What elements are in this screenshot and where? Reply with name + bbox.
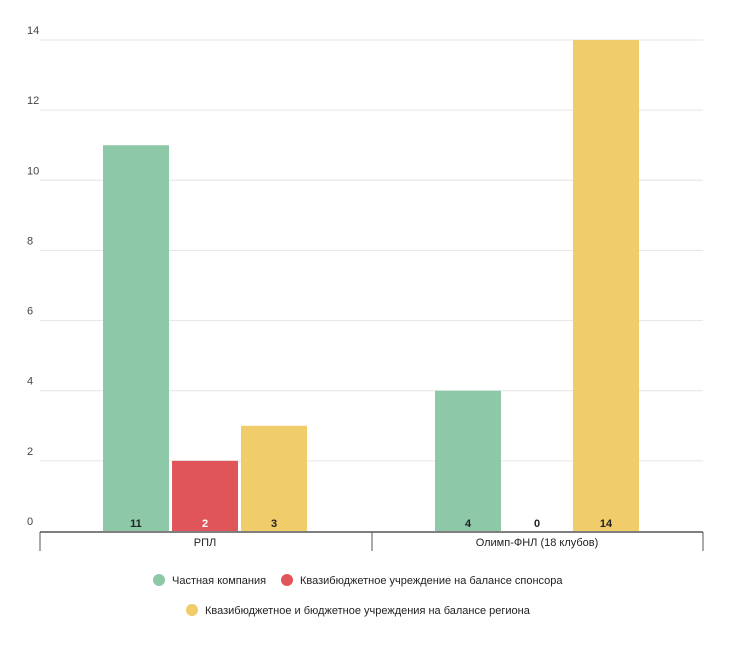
legend-swatch <box>281 574 293 586</box>
y-tick-label: 2 <box>27 446 33 458</box>
legend: Частная компания Квазибюджетное учреждени… <box>153 574 563 617</box>
data-label: 2 <box>202 518 208 530</box>
data-label: 14 <box>600 518 613 530</box>
y-tick-label: 12 <box>27 95 39 107</box>
legend-swatch <box>153 574 165 586</box>
bar <box>573 40 639 531</box>
x-axis <box>39 531 704 551</box>
y-tick-label: 4 <box>27 376 33 388</box>
data-label: 11 <box>130 518 142 530</box>
legend-swatch <box>186 604 198 616</box>
bar <box>435 390 501 531</box>
legend-label: Квазибюджетное учреждение на балансе спо… <box>300 575 563 587</box>
category-label: Олимп-ФНЛ (18 клубов) <box>476 537 599 549</box>
data-labels: 11 2 3 4 0 14 <box>130 518 613 530</box>
data-label: 0 <box>534 518 540 530</box>
y-tick-label: 10 <box>27 165 39 177</box>
legend-label: Частная компания <box>172 575 266 587</box>
y-axis-ticks: 0 2 4 6 8 10 12 14 <box>27 25 39 528</box>
y-tick-label: 6 <box>27 306 33 318</box>
legend-label: Квазибюджетное и бюджетное учреждения на… <box>205 605 531 617</box>
y-tick-label: 8 <box>27 235 33 247</box>
bar <box>241 425 307 531</box>
data-label: 4 <box>465 518 472 530</box>
bars <box>103 40 639 531</box>
y-tick-label: 14 <box>27 25 39 37</box>
category-labels: РПЛ Олимп-ФНЛ (18 клубов) <box>194 537 599 549</box>
bar <box>103 145 169 531</box>
data-label: 3 <box>271 518 277 530</box>
bar <box>172 460 238 531</box>
category-label: РПЛ <box>194 537 216 549</box>
y-tick-label: 0 <box>27 516 33 528</box>
